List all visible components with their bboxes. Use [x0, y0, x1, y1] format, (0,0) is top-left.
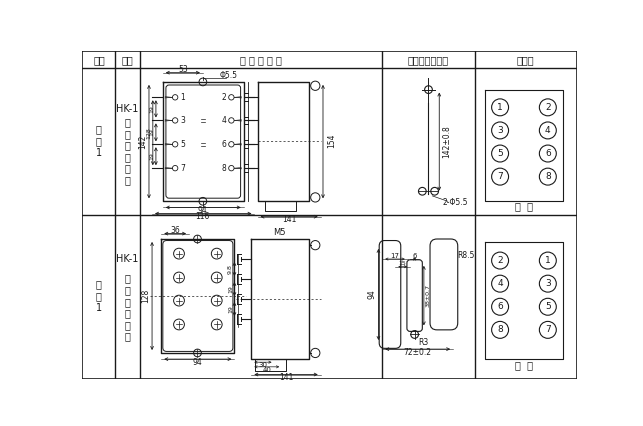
Text: HK-1: HK-1 — [116, 254, 139, 264]
Text: 凸
出
式
前
接
线: 凸 出 式 前 接 线 — [125, 117, 131, 185]
Text: 4: 4 — [221, 116, 226, 125]
Text: 8: 8 — [545, 172, 550, 181]
Text: 142±0.8: 142±0.8 — [442, 125, 451, 158]
Text: 116: 116 — [195, 212, 210, 221]
Text: 15: 15 — [399, 261, 406, 266]
Text: 5: 5 — [545, 302, 550, 311]
Text: 5: 5 — [181, 140, 185, 149]
Text: HK-1: HK-1 — [116, 104, 139, 114]
Text: 30: 30 — [258, 362, 267, 368]
Text: 17: 17 — [390, 253, 399, 259]
Text: 8: 8 — [497, 325, 503, 334]
Text: 128: 128 — [147, 127, 151, 138]
Text: 附
图
1: 附 图 1 — [96, 125, 102, 158]
Text: 141: 141 — [282, 215, 296, 224]
Text: 1: 1 — [545, 256, 550, 265]
Text: 154: 154 — [327, 134, 336, 148]
Text: 94: 94 — [368, 290, 377, 299]
Text: 142: 142 — [138, 135, 147, 149]
Text: 3: 3 — [497, 126, 503, 135]
Text: 19: 19 — [228, 305, 233, 313]
Text: 8: 8 — [221, 164, 226, 173]
Text: 1: 1 — [497, 103, 503, 112]
Text: 2: 2 — [545, 103, 550, 112]
Text: R8.5: R8.5 — [458, 250, 475, 260]
Text: 4: 4 — [497, 279, 503, 288]
Text: 6: 6 — [497, 302, 503, 311]
Text: 38±0.7: 38±0.7 — [426, 284, 430, 307]
Text: 6: 6 — [221, 140, 226, 149]
Text: 2-Φ5.5: 2-Φ5.5 — [442, 199, 468, 207]
Text: 72±0.2: 72±0.2 — [403, 348, 431, 357]
Text: 7: 7 — [181, 164, 185, 173]
Text: 40: 40 — [262, 367, 271, 373]
Text: 3: 3 — [545, 279, 550, 288]
Text: 19: 19 — [149, 128, 154, 136]
Text: 2: 2 — [497, 256, 503, 265]
Text: 9.8: 9.8 — [228, 264, 233, 274]
Text: 4: 4 — [545, 126, 550, 135]
Text: 3: 3 — [181, 116, 185, 125]
Text: 5: 5 — [497, 149, 503, 158]
Text: 94: 94 — [193, 358, 203, 367]
Text: 背  视: 背 视 — [515, 360, 533, 370]
Text: 图号: 图号 — [93, 55, 105, 65]
Text: 凸
出
式
后
接
线: 凸 出 式 后 接 线 — [125, 273, 131, 342]
Text: M5: M5 — [274, 228, 286, 237]
Text: 前  视: 前 视 — [515, 201, 533, 212]
Text: 19: 19 — [149, 152, 154, 160]
Text: 7: 7 — [545, 325, 550, 334]
Text: 141: 141 — [279, 373, 293, 382]
Text: 1: 1 — [181, 93, 185, 102]
Text: Φ5.5: Φ5.5 — [220, 71, 238, 80]
Text: 53: 53 — [178, 65, 188, 74]
Text: 附
图
1: 附 图 1 — [96, 279, 102, 313]
Text: 19: 19 — [149, 105, 154, 113]
Text: 端子图: 端子图 — [517, 55, 534, 65]
Text: 94: 94 — [198, 206, 208, 215]
Text: 2: 2 — [221, 93, 226, 102]
Text: 6: 6 — [412, 253, 417, 259]
Text: R3: R3 — [419, 338, 429, 347]
Text: 7: 7 — [497, 172, 503, 181]
Text: 安装开孔尺寸图: 安装开孔尺寸图 — [408, 55, 449, 65]
Text: 结构: 结构 — [122, 55, 133, 65]
Text: 128: 128 — [141, 289, 150, 303]
Text: 19: 19 — [228, 285, 233, 293]
Text: 外 形 尺 寸 图: 外 形 尺 寸 图 — [240, 55, 282, 65]
Text: 6: 6 — [545, 149, 550, 158]
Text: 36: 36 — [170, 226, 180, 235]
